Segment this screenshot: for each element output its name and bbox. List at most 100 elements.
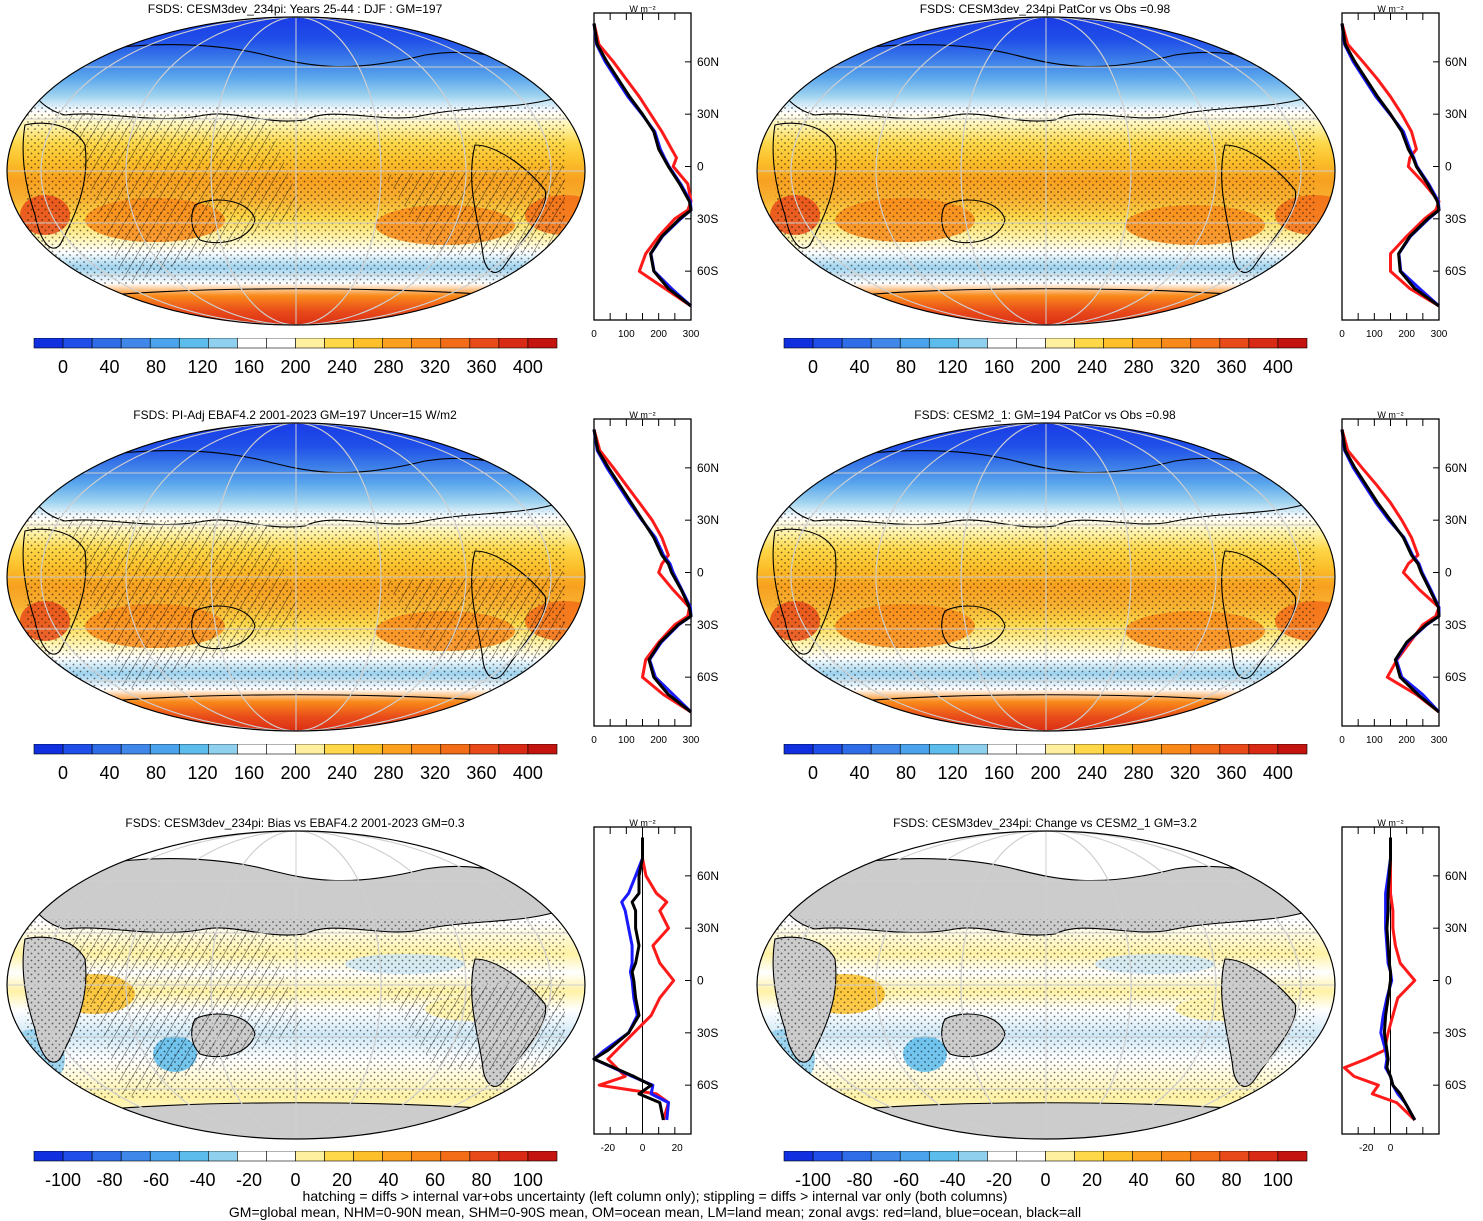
zonal-units: W m⁻² [629, 411, 655, 420]
zonal-x-tick-label: 0 [1388, 1143, 1394, 1154]
colorbar-swatch [1045, 338, 1075, 349]
panel-title-1: FSDS: CESM3dev_234pi: Years 25-44 : DJF … [147, 2, 443, 16]
colorbar-label: -20 [986, 1170, 1012, 1190]
colorbar-label: 160 [984, 763, 1014, 783]
colorbar-label: 400 [513, 357, 543, 377]
map-graticule [40, 17, 552, 325]
zonal-x-tick-label: 100 [618, 735, 635, 746]
colorbar-5: -100 -80 -60 -40 -20 0 20 40 60 80 100 [33, 1151, 558, 1190]
colorbar-swatch [1248, 338, 1279, 349]
colorbar-label: 0 [808, 763, 818, 783]
colorbar-label: -100 [45, 1170, 81, 1190]
colorbar-swatch [411, 744, 442, 755]
colorbar-2: 0 40 80 120 160 200 240 280 320 360 400 [783, 338, 1308, 377]
colorbar-swatch [1132, 338, 1163, 349]
colorbar-label: 400 [1263, 763, 1293, 783]
colorbar-label: 80 [146, 763, 166, 783]
zonal-line-all [1340, 429, 1441, 714]
zonal-x-tick-label: 300 [683, 329, 700, 340]
colorbar-label: 320 [1170, 357, 1200, 377]
colorbar-label: 20 [1082, 1170, 1102, 1190]
colorbar-label: 280 [373, 357, 403, 377]
colorbar-swatch [928, 744, 959, 755]
map-hatching [385, 165, 565, 255]
colorbar-swatch [870, 1151, 901, 1162]
zonal-lat-label: 60N [1445, 55, 1467, 69]
zonal-line-all [1340, 23, 1441, 308]
map-graticule [875, 831, 1217, 1139]
zonal-lat-label: 30S [1445, 618, 1466, 632]
colorbar-swatch [382, 1151, 413, 1162]
map-graticule [210, 17, 382, 325]
colorbar-label: 60 [425, 1170, 445, 1190]
zonal-lat-label: 60S [697, 670, 718, 684]
map-panel-5 [6, 830, 586, 1140]
map-graticule [960, 17, 1132, 325]
zonal-line-land [592, 429, 692, 714]
zonal-x-tick-label: 0 [1339, 329, 1345, 340]
colorbar-swatch [1277, 744, 1308, 755]
zonal-units: W m⁻² [1377, 5, 1403, 14]
zonal-x-tick-label: 300 [1431, 329, 1448, 340]
zonal-lat-label: 60S [697, 1078, 718, 1092]
colorbar-swatch [870, 338, 901, 349]
colorbar-label: 360 [466, 357, 496, 377]
colorbar-swatch [324, 338, 354, 349]
colorbar-swatch [1016, 1151, 1046, 1162]
zonal-lat-label: 30N [697, 513, 719, 527]
zonal-x-tick-label: 200 [1398, 735, 1415, 746]
colorbar-swatch [1132, 1151, 1163, 1162]
colorbar-swatch [295, 338, 325, 349]
map-graticule [210, 831, 382, 1139]
zonal-lat-label: 60N [1445, 869, 1467, 883]
colorbar-swatch [295, 1151, 325, 1162]
zonal-x-tick-label: 200 [1398, 329, 1415, 340]
colorbar-swatch [382, 338, 413, 349]
panel-title-3: FSDS: PI-Adj EBAF4.2 2001-2023 GM=197 Un… [133, 408, 457, 422]
colorbar-swatch [527, 744, 558, 755]
colorbar-swatch [91, 744, 122, 755]
map-stippling [775, 105, 1315, 285]
map-graticule [40, 831, 552, 1139]
colorbar-swatch [469, 338, 500, 349]
colorbar-label: 0 [58, 763, 68, 783]
colorbar-swatch [498, 744, 529, 755]
map-graticule [790, 831, 1302, 1139]
zonal-plot-5: W m⁻² 60N 30N 0 30S 60S -20 0 20 [592, 819, 719, 1154]
colorbar-label: 0 [290, 1170, 300, 1190]
map-stippling [775, 511, 1315, 691]
colorbar-label: 20 [332, 1170, 352, 1190]
colorbar-swatch [1016, 744, 1046, 755]
zonal-plot-6: W m⁻² 60N 30N 0 30S 60S -20 0 [1341, 819, 1467, 1154]
zonal-x-tick-label: 0 [1339, 735, 1345, 746]
colorbar-swatch [208, 744, 238, 755]
zonal-x-tick-label: 0 [640, 1143, 646, 1154]
colorbar-label: -100 [795, 1170, 831, 1190]
colorbar-swatch [411, 1151, 442, 1162]
panel-title-5: FSDS: CESM3dev_234pi: Bias vs EBAF4.2 20… [125, 816, 465, 830]
colorbar-swatch [1248, 744, 1279, 755]
colorbar-swatch [382, 744, 413, 755]
colorbar-label: -80 [847, 1170, 873, 1190]
colorbar-swatch [295, 744, 325, 755]
zonal-lat-label: 30S [1445, 1026, 1466, 1040]
colorbar-swatch [120, 744, 151, 755]
colorbar-label: 240 [1077, 763, 1107, 783]
colorbar-swatch [120, 338, 151, 349]
colorbar-swatch [1132, 744, 1163, 755]
colorbar-swatch [120, 1151, 151, 1162]
colorbar-label: 240 [327, 763, 357, 783]
colorbar-label: 0 [1040, 1170, 1050, 1190]
zonal-lat-label: 30N [697, 107, 719, 121]
zonal-lat-label: 60N [1445, 461, 1467, 475]
colorbar-swatch [178, 1151, 209, 1162]
colorbar-swatch [33, 1151, 64, 1162]
zonal-lat-label: 30N [1445, 921, 1467, 935]
zonal-frame [1341, 12, 1440, 321]
colorbar-label: 200 [280, 763, 310, 783]
zonal-x-tick-label: 0 [591, 329, 597, 340]
colorbar-swatch [440, 1151, 471, 1162]
colorbar-label: 80 [896, 763, 916, 783]
colorbar-label: 240 [327, 357, 357, 377]
colorbar-swatch [1219, 338, 1250, 349]
